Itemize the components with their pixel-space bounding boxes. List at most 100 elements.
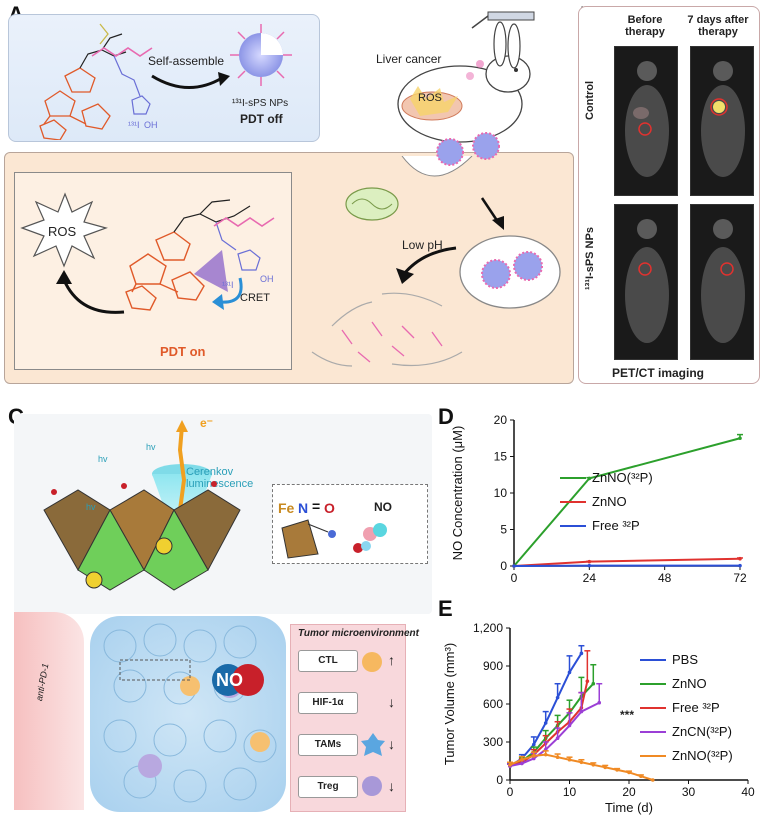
pdt-on-label: PDT on [160,344,206,359]
row-control-label: Control [584,80,596,120]
oh-bottom-label: OH [260,274,274,284]
data-point [532,754,536,758]
ros-burst-icon [20,192,108,268]
tumor-volume-chart: 0 10 20 30 40 0 300 600 900 1,200 Time (d) Tumor Vo… [442,621,755,815]
data-point [567,757,572,762]
pet-ct-footer: PET/CT imaging [612,366,705,380]
crystal-lattice [43,481,241,591]
ros-rabbit-label: ROS [418,92,442,104]
significance-stars: *** [620,708,635,722]
ctl-cell-icon [362,652,382,672]
x-axis-label: Time (d) [605,800,653,815]
x-tick-label: 0 [507,785,514,799]
o-label: O [324,500,335,516]
y-tick-label: 5 [500,523,507,537]
legend-label: Free ³²P [592,518,640,533]
tumor-cells [103,623,277,803]
pet-control-before [614,46,678,196]
tme-row-hif: HIF-1α [298,692,358,714]
oh-top-label: OH [144,120,158,130]
legend-label: ZnNO(³²P) [672,748,733,763]
double-bond: = [312,498,321,514]
legend-label: PBS [672,652,698,667]
pet-control-after [690,46,754,196]
pet-nps-after [690,204,754,360]
data-point [627,770,631,775]
col-after-label: 7 days after therapy [687,14,749,38]
data-point [543,721,548,725]
x-tick-label: 20 [622,785,636,799]
n-label: N [298,500,309,516]
data-point [615,768,619,772]
legend-label: Free ³²P [672,700,720,715]
panel-letter-d: D [438,404,454,429]
fe-label: Fe [278,500,295,516]
y-axis-label: NO Concentration (μM) [450,426,465,561]
tme-row-label: CTL [318,655,338,666]
tme-row-label: TAMs [314,739,342,750]
data-point [567,723,572,728]
data-point [532,742,536,747]
cerenkov-label: Cerenkov luminescence [186,466,254,490]
col-before-label: Before therapy [625,14,665,38]
data-point [579,651,584,656]
data-point [591,681,596,686]
x-tick-label: 72 [733,571,747,585]
tme-arrow-tams: ↓ [388,736,395,752]
pink-chain-top [91,23,153,57]
ros-burst-label: ROS [48,224,77,239]
data-point [555,695,560,700]
legend-label: ZnNO [592,494,627,509]
y-tick-label: 900 [483,659,503,673]
nanoparticles-pit [436,132,500,166]
low-ph-label: Low pH [402,238,443,252]
cret-label: CRET [240,292,270,304]
data-point [651,778,655,782]
data-point [579,760,584,765]
data-point [738,563,742,568]
tme-row-ctl: CTL [298,650,358,672]
series-line [509,701,600,768]
pdt-off-label: PDT off [240,112,283,126]
data-point [543,752,548,757]
tme-title: Tumor microenvironment [298,628,419,639]
pet-nps-before [614,204,678,360]
legend-label: ZnNO [672,676,707,691]
self-assemble-arrow [151,72,230,89]
data-point [603,765,607,770]
i131-top-label: ¹³¹I [128,120,140,130]
y-tick-label: 0 [496,773,503,787]
liver-cancer-label: Liver cancer [376,52,442,66]
series-line [513,437,741,567]
y-tick-label: 20 [494,413,508,427]
y-tick-label: 0 [500,559,507,573]
data-point [512,564,516,568]
data-point [555,736,560,740]
x-tick-label: 10 [563,785,577,799]
tme-arrow-treg: ↓ [388,778,395,794]
y-tick-label: 10 [494,486,508,500]
hv-label-3: hv [146,442,156,452]
legend-label: ZnNO(³²P) [592,470,653,485]
panel-letter-e: E [438,596,453,621]
data-point [591,763,596,767]
data-point [738,436,742,441]
data-point [585,679,590,683]
row-nps-label: ¹³¹I-sPS NPs [584,227,596,290]
tme-arrow-hif: ↓ [388,694,395,710]
x-tick-label: 24 [583,571,597,585]
data-point [567,670,572,675]
rabbit-illustration [397,11,535,143]
pink-chain-bottom [213,217,275,227]
nanoparticle-icon [230,24,292,86]
tam-cell-icon [361,733,385,756]
ros-arrow [56,270,125,314]
data-point [579,709,584,714]
data-point [587,563,592,568]
legend-label: ZnCN(³²P) [672,724,732,739]
no-circle-icon [212,664,264,696]
data-point [532,756,536,761]
y-tick-label: 300 [483,735,503,749]
y-tick-label: 15 [494,450,508,464]
data-point [639,774,643,778]
